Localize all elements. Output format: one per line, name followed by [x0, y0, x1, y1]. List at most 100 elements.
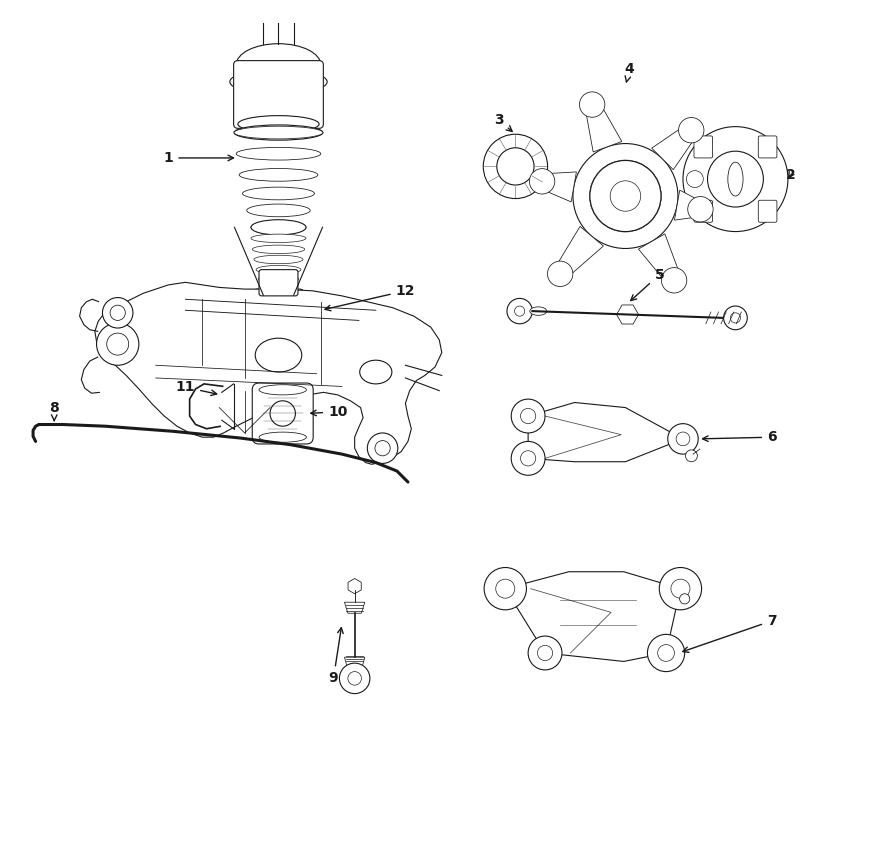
Circle shape: [514, 306, 525, 316]
FancyBboxPatch shape: [233, 60, 323, 128]
FancyBboxPatch shape: [253, 290, 304, 331]
Text: 1: 1: [163, 151, 233, 165]
FancyBboxPatch shape: [758, 200, 776, 222]
Ellipse shape: [259, 432, 306, 442]
Circle shape: [687, 197, 712, 222]
Ellipse shape: [360, 360, 392, 384]
Polygon shape: [673, 190, 701, 220]
Circle shape: [707, 151, 763, 207]
Circle shape: [110, 305, 125, 320]
Circle shape: [529, 169, 554, 194]
Circle shape: [260, 284, 297, 320]
Text: 6: 6: [702, 430, 776, 444]
Text: 5: 5: [630, 267, 664, 301]
FancyBboxPatch shape: [252, 383, 313, 444]
Ellipse shape: [239, 168, 317, 181]
Circle shape: [610, 181, 640, 211]
Ellipse shape: [253, 256, 303, 264]
Ellipse shape: [251, 234, 306, 243]
Polygon shape: [638, 233, 680, 284]
Circle shape: [520, 408, 535, 424]
Ellipse shape: [246, 204, 310, 216]
Polygon shape: [95, 283, 441, 464]
Polygon shape: [651, 125, 696, 170]
Circle shape: [657, 644, 673, 661]
Circle shape: [103, 297, 133, 328]
Circle shape: [367, 433, 397, 464]
Circle shape: [375, 441, 390, 456]
Circle shape: [589, 160, 660, 232]
Text: 10: 10: [310, 405, 347, 419]
Circle shape: [678, 117, 703, 143]
FancyBboxPatch shape: [693, 136, 711, 158]
Circle shape: [269, 301, 287, 318]
Circle shape: [658, 567, 701, 610]
Ellipse shape: [236, 148, 321, 160]
Circle shape: [686, 171, 703, 188]
Ellipse shape: [727, 162, 742, 196]
Circle shape: [97, 323, 139, 365]
Ellipse shape: [234, 127, 323, 139]
Text: 3: 3: [494, 113, 511, 132]
Text: 11: 11: [175, 380, 216, 396]
Circle shape: [510, 399, 544, 433]
Text: 12: 12: [324, 284, 415, 311]
Circle shape: [572, 143, 677, 249]
Circle shape: [667, 424, 697, 454]
Polygon shape: [344, 657, 364, 670]
Ellipse shape: [234, 125, 323, 140]
Ellipse shape: [260, 290, 297, 314]
Ellipse shape: [252, 245, 305, 254]
Circle shape: [495, 579, 514, 599]
Circle shape: [685, 450, 696, 462]
Circle shape: [269, 294, 287, 310]
Circle shape: [347, 672, 361, 685]
Ellipse shape: [259, 275, 298, 284]
Text: 2: 2: [785, 168, 795, 182]
Circle shape: [670, 579, 689, 599]
Circle shape: [682, 127, 787, 232]
Circle shape: [507, 298, 532, 323]
Circle shape: [527, 636, 562, 670]
Ellipse shape: [236, 43, 321, 86]
Circle shape: [106, 333, 128, 355]
Text: 4: 4: [624, 62, 633, 82]
Ellipse shape: [529, 306, 546, 315]
Circle shape: [520, 451, 535, 466]
FancyBboxPatch shape: [259, 270, 298, 295]
Ellipse shape: [251, 221, 306, 233]
Circle shape: [661, 267, 686, 293]
Polygon shape: [540, 171, 576, 202]
Ellipse shape: [259, 385, 306, 395]
Circle shape: [484, 567, 525, 610]
Circle shape: [510, 441, 544, 475]
Circle shape: [579, 92, 604, 117]
FancyBboxPatch shape: [758, 136, 776, 158]
Ellipse shape: [256, 266, 300, 274]
Circle shape: [339, 663, 369, 694]
FancyBboxPatch shape: [693, 200, 711, 222]
Circle shape: [675, 432, 689, 446]
Circle shape: [547, 261, 572, 286]
Circle shape: [537, 645, 552, 661]
Ellipse shape: [229, 69, 327, 94]
Ellipse shape: [242, 187, 315, 200]
Text: 8: 8: [50, 401, 59, 420]
Circle shape: [647, 634, 684, 672]
Polygon shape: [527, 402, 682, 462]
Ellipse shape: [251, 220, 306, 235]
Polygon shape: [344, 602, 364, 613]
Circle shape: [269, 401, 295, 426]
Circle shape: [483, 134, 547, 199]
Circle shape: [679, 593, 689, 604]
Circle shape: [729, 312, 740, 323]
Ellipse shape: [237, 115, 319, 132]
Text: 9: 9: [329, 627, 343, 685]
Circle shape: [723, 306, 746, 329]
Text: 7: 7: [682, 614, 776, 652]
Polygon shape: [585, 102, 621, 152]
Polygon shape: [554, 227, 602, 278]
Circle shape: [496, 148, 533, 185]
Ellipse shape: [261, 285, 295, 294]
Ellipse shape: [255, 338, 301, 372]
